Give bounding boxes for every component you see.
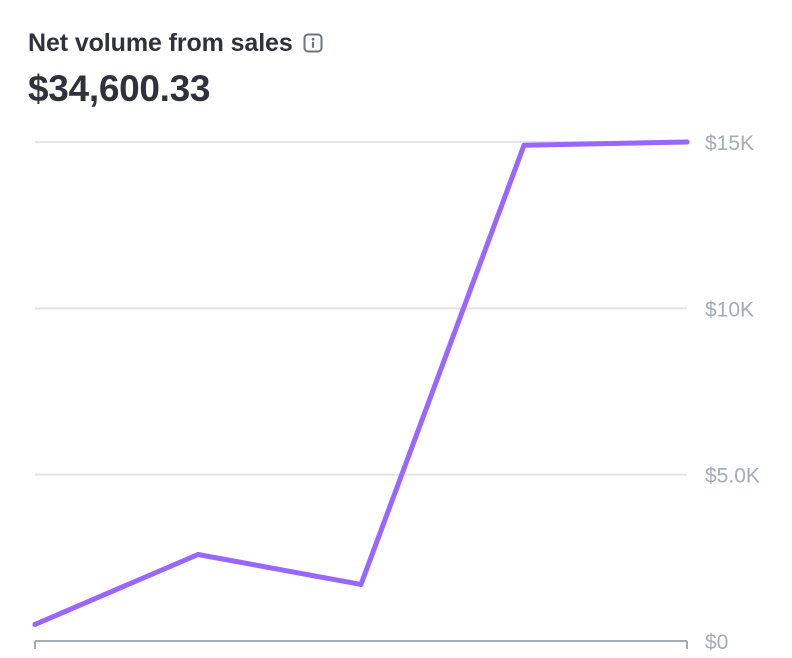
info-icon[interactable]: [303, 33, 323, 53]
y-tick-label: $10K: [705, 298, 754, 321]
y-tick-label: $0: [705, 631, 728, 654]
title-row: Net volume from sales: [28, 26, 323, 60]
series-line: [32, 139, 690, 627]
chart-header: Net volume from sales $34,600.33: [28, 26, 323, 110]
data-point: [195, 552, 201, 558]
grid-lines: [35, 141, 687, 476]
series-layer: [32, 139, 690, 627]
chart-title: Net volume from sales: [28, 28, 293, 57]
y-axis-labels: $0 $5.0K $10K $15K: [705, 132, 760, 654]
data-point: [521, 142, 527, 148]
data-point: [684, 139, 690, 145]
y-tick-label: $5.0K: [705, 465, 760, 488]
data-point: [32, 621, 38, 627]
y-tick-label: $15K: [705, 132, 754, 155]
x-axis: [34, 640, 688, 649]
total-value: $34,600.33: [28, 68, 211, 109]
data-point: [358, 581, 364, 587]
